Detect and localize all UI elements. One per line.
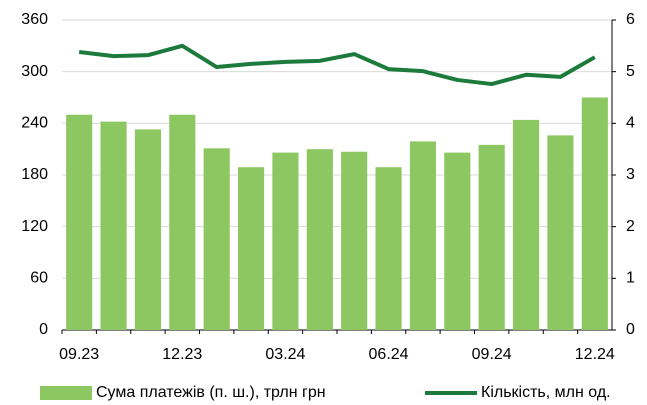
bar: [513, 119, 540, 330]
y2-tick-label: 1: [626, 270, 635, 287]
x-tick-label: 09.23: [59, 346, 99, 363]
y-tick-label: 60: [30, 270, 48, 287]
bar: [478, 144, 505, 330]
y-tick-label: 180: [21, 166, 48, 183]
y-tick-label: 360: [21, 11, 48, 28]
bar: [547, 135, 574, 330]
x-tick-label: 09.24: [472, 346, 512, 363]
bar: [444, 152, 471, 330]
y-tick-label: 240: [21, 115, 48, 132]
legend-swatch: [40, 386, 92, 400]
bar: [375, 167, 402, 330]
bar: [203, 148, 230, 330]
bar: [100, 121, 127, 330]
y2-tick-label: 5: [626, 63, 635, 80]
bar: [306, 149, 333, 330]
legend-label: Сума платежів (п. ш.), трлн грн: [96, 384, 326, 401]
y2-tick-label: 6: [626, 11, 635, 28]
y2-tick-label: 3: [626, 166, 635, 183]
bar: [134, 129, 161, 330]
x-tick-label: 06.24: [369, 346, 409, 363]
y2-tick-label: 4: [626, 115, 635, 132]
x-tick-label: 12.23: [162, 346, 202, 363]
legend-label: Кількість, млн од.: [481, 384, 611, 401]
bar: [341, 151, 368, 330]
x-tick-label: 12.24: [575, 346, 615, 363]
bar: [66, 114, 93, 330]
y-tick-label: 120: [21, 218, 48, 235]
bar: [238, 167, 265, 330]
y-tick-label: 0: [39, 321, 48, 338]
bar: [272, 152, 299, 330]
bar: [409, 141, 436, 330]
bar: [169, 114, 196, 330]
bar: [581, 97, 608, 330]
y-tick-label: 300: [21, 63, 48, 80]
y2-tick-label: 2: [626, 218, 635, 235]
line: [78, 43, 596, 87]
y2-tick-label: 0: [626, 321, 635, 338]
x-tick-label: 03.24: [265, 346, 305, 363]
